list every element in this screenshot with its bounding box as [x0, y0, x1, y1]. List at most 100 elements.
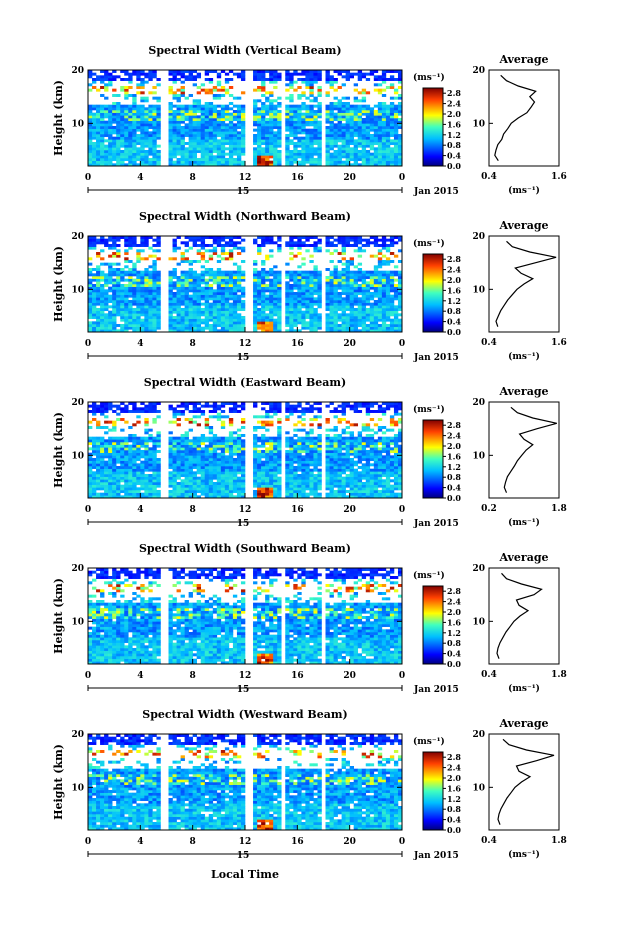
heatmap-cell: [212, 305, 218, 309]
heatmap-cell: [309, 118, 314, 121]
heatmap-cell: [192, 155, 197, 159]
heatmap-cell: [180, 490, 185, 493]
heatmap-cell: [116, 276, 121, 279]
heatmap-cell: [232, 329, 238, 333]
heatmap-cell: [116, 313, 121, 317]
heatmap-cell: [176, 150, 181, 153]
heatmap-cell: [204, 482, 210, 485]
heatmap-cell: [337, 104, 342, 108]
heatmap-cell: [108, 75, 113, 79]
heatmap-cell: [172, 482, 177, 485]
heatmap-cell: [96, 155, 101, 159]
heatmap-cell: [393, 241, 399, 245]
heatmap-cell: [317, 305, 322, 309]
heatmap-cell: [397, 110, 403, 113]
heatmap-cell: [389, 302, 395, 306]
heatmap-cell: [88, 329, 93, 333]
heatmap-cell: [393, 107, 399, 111]
heatmap-cell: [313, 268, 318, 271]
heatmap-cell: [377, 329, 383, 333]
heatmap-cell: [216, 273, 222, 277]
heatmap-cell: [345, 152, 350, 156]
heatmap-cell: [136, 439, 141, 443]
heatmap-cell: [257, 310, 262, 314]
heatmap-cell: [148, 455, 153, 459]
heatmap-cell: [188, 238, 193, 242]
heatmap-cell: [180, 134, 185, 137]
heatmap-cell: [353, 302, 359, 306]
heatmap-cell: [204, 321, 210, 325]
heatmap-cell: [232, 150, 238, 153]
heatmap-cell: [140, 80, 145, 84]
heatmap-cell: [273, 75, 278, 79]
heatmap-cell: [240, 112, 246, 116]
heatmap-cell: [341, 128, 346, 132]
heatmap-cell: [305, 112, 310, 116]
heatmap-cell: [232, 163, 238, 167]
heatmap-cell: [92, 452, 97, 456]
heatmap-cell: [188, 466, 193, 469]
heatmap-cell: [208, 147, 214, 151]
heatmap-cell: [208, 463, 214, 467]
heatmap-cell: [389, 281, 395, 285]
heatmap-cell: [333, 142, 338, 145]
heatmap-cell: [132, 484, 137, 488]
heatmap-cell: [277, 321, 282, 325]
heatmap-cell: [309, 278, 314, 282]
heatmap-cell: [329, 276, 334, 279]
heatmap-cell: [228, 318, 234, 322]
heatmap-cell: [220, 479, 226, 483]
heatmap-cell: [381, 70, 387, 73]
heatmap-cell: [377, 292, 383, 295]
heatmap-cell: [373, 142, 379, 145]
heatmap-cell: [100, 241, 105, 245]
heatmap-cell: [148, 78, 153, 81]
heatmap-cell: [112, 468, 117, 472]
heatmap-cell: [369, 123, 375, 127]
heatmap-cell: [269, 155, 274, 159]
heatmap-cell: [196, 102, 202, 105]
heatmap-cell: [136, 91, 141, 95]
heatmap-cell: [104, 410, 109, 413]
heatmap-cell: [204, 436, 210, 440]
heatmap-cell: [228, 458, 234, 461]
heatmap-cell: [232, 482, 238, 485]
heatmap-cell: [120, 490, 125, 493]
heatmap-cell: [156, 410, 161, 413]
heatmap-cell: [273, 123, 278, 127]
heatmap-cell: [381, 262, 387, 266]
heatmap-cell: [357, 308, 363, 311]
heatmap-cell: [172, 458, 177, 461]
heatmap-cell: [317, 276, 322, 279]
heatmap-cell: [136, 326, 141, 330]
heatmap-cell: [313, 147, 318, 151]
heatmap-cell: [273, 308, 278, 311]
heatmap-cell: [381, 292, 387, 295]
heatmap-cell: [88, 310, 93, 314]
heatmap-cell: [112, 490, 117, 493]
heatmap-cell: [208, 257, 214, 261]
heatmap-cell: [240, 305, 246, 309]
heatmap-cell: [397, 292, 403, 295]
heatmap-cell: [96, 120, 101, 124]
heatmap-cell: [88, 463, 93, 467]
heatmap-cell: [257, 75, 262, 79]
heatmap-cell: [369, 152, 375, 156]
heatmap-cell: [273, 158, 278, 161]
heatmap-cell: [172, 120, 177, 124]
heatmap-cell: [273, 139, 278, 143]
heatmap-cell: [96, 286, 101, 290]
heatmap-cell: [265, 326, 270, 330]
heatmap-cell: [220, 142, 226, 145]
heatmap-cell: [208, 126, 214, 129]
heatmap-cell: [257, 289, 262, 293]
heatmap-cell: [212, 300, 218, 303]
heatmap-cell: [257, 294, 262, 298]
heatmap-cell: [184, 436, 189, 440]
heatmap-cell: [385, 142, 391, 145]
heatmap-cell: [216, 313, 222, 317]
heatmap-cell: [204, 479, 210, 483]
heatmap-cell: [301, 326, 306, 330]
heatmap-cell: [156, 324, 161, 327]
heatmap-cell: [240, 302, 246, 306]
